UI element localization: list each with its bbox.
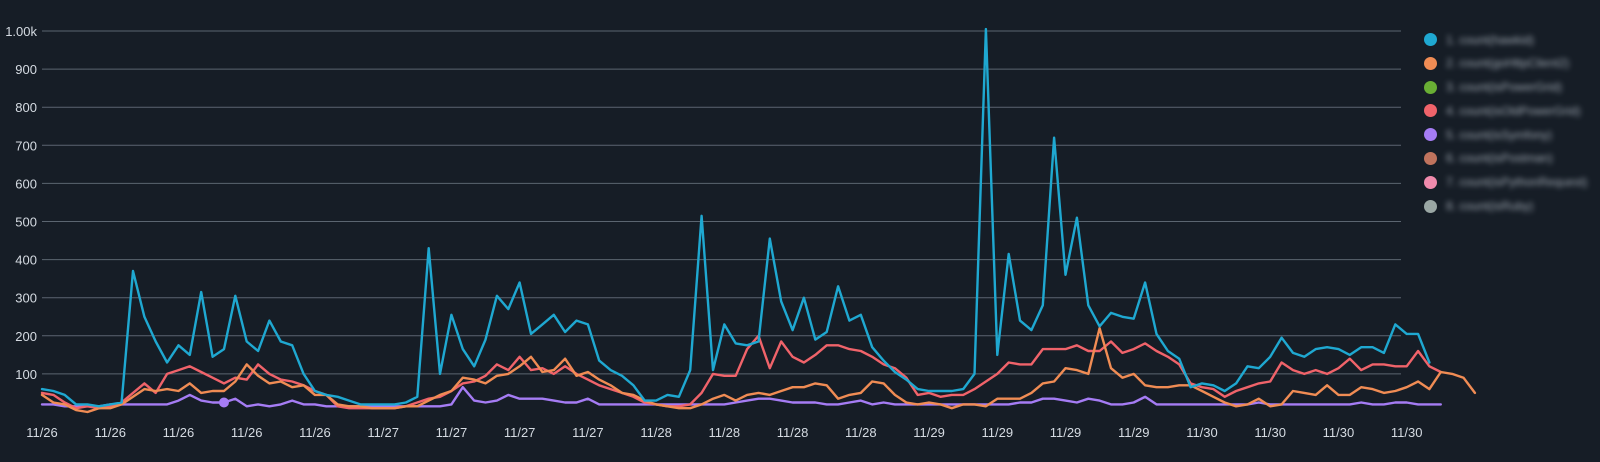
y-tick-label: 500 [15,215,37,230]
legend-swatch [1424,151,1437,165]
x-tick-label: 11/30 [1254,425,1286,440]
x-tick-label: 11/29 [913,425,945,440]
legend-swatch [1424,104,1437,118]
x-tick-label: 11/29 [981,425,1013,440]
series-line-5 [40,386,1443,408]
x-tick-label: 11/26 [231,425,263,440]
x-tick-label: 11/28 [709,425,741,440]
x-tick-label: 11/26 [299,425,331,440]
highlight-point[interactable] [218,397,229,408]
legend-label: 5. count(isSymfony) [1446,127,1553,142]
legend-swatch [1424,175,1437,189]
legend-label: 8. count(isRuby) [1446,199,1534,214]
x-tick-label: 11/27 [572,425,604,440]
x-tick-label: 11/28 [777,425,809,440]
legend-label: 7. count(isPythonRequest) [1446,175,1588,190]
grid-lines [42,30,1401,375]
legend-item[interactable]: 2. count(goHttpClient2) [1424,52,1600,75]
y-tick-label: 600 [15,176,37,191]
x-tick-label: 11/30 [1391,425,1423,440]
legend-swatch [1424,199,1437,213]
x-tick-label: 11/30 [1186,425,1218,440]
legend-swatch [1424,33,1437,46]
legend-label: 2. count(goHttpClient2) [1446,56,1570,71]
legend-label: 4. count(isOldPowerGrid) [1446,103,1581,118]
y-tick-label: 300 [15,291,37,306]
legend-swatch [1424,56,1437,70]
x-tick-label: 11/26 [26,425,58,440]
legend-item[interactable]: 4. count(isOldPowerGrid) [1424,99,1600,122]
y-tick-label: 200 [15,329,37,344]
y-tick-label: 800 [15,100,37,115]
legend-item[interactable]: 7. count(isPythonRequest) [1424,171,1600,194]
y-tick-label: 900 [15,62,37,77]
x-tick-label: 11/28 [640,425,672,440]
series-lines [40,27,1477,414]
y-tick-label: 700 [15,138,37,153]
legend-item[interactable]: 3. count(isPowerGrid) [1424,76,1600,99]
legend-item[interactable]: 1. count(hawkid) [1424,28,1600,51]
legend-item[interactable]: 6. count(isPostman) [1424,147,1600,170]
series-line-2 [40,327,1477,414]
chart-legend: 1. count(hawkid) 2. count(goHttpClient2) 3… [1424,28,1600,218]
y-axis-ticks: 100 200 300 400 500 600 700 800 900 1.00k [5,24,37,382]
legend-label: 6. count(isPostman) [1446,151,1553,166]
x-tick-label: 11/26 [163,425,195,440]
legend-item[interactable]: 8. count(isRuby) [1424,195,1600,218]
x-tick-label: 11/27 [504,425,536,440]
y-tick-label: 1.00k [5,24,37,39]
legend-label: 3. count(isPowerGrid) [1446,80,1563,95]
x-tick-label: 11/27 [367,425,399,440]
legend-label: 1. count(hawkid) [1446,32,1535,47]
y-tick-label: 100 [15,367,37,382]
x-axis-ticks: 11/26 11/26 11/26 11/26 11/26 11/27 11/27 11/27… [26,425,1422,440]
series-line-4 [40,334,1443,410]
hover-highlight [218,397,229,408]
x-tick-label: 11/27 [436,425,468,440]
y-tick-label: 400 [15,253,37,268]
x-tick-label: 11/28 [845,425,877,440]
legend-swatch [1424,80,1437,94]
x-tick-label: 11/29 [1118,425,1150,440]
x-tick-label: 11/29 [1050,425,1082,440]
x-tick-label: 11/30 [1323,425,1355,440]
x-tick-label: 11/26 [94,425,126,440]
legend-swatch [1424,128,1437,142]
series-line-1 [40,27,1431,408]
legend-item[interactable]: 5. count(isSymfony) [1424,123,1600,146]
